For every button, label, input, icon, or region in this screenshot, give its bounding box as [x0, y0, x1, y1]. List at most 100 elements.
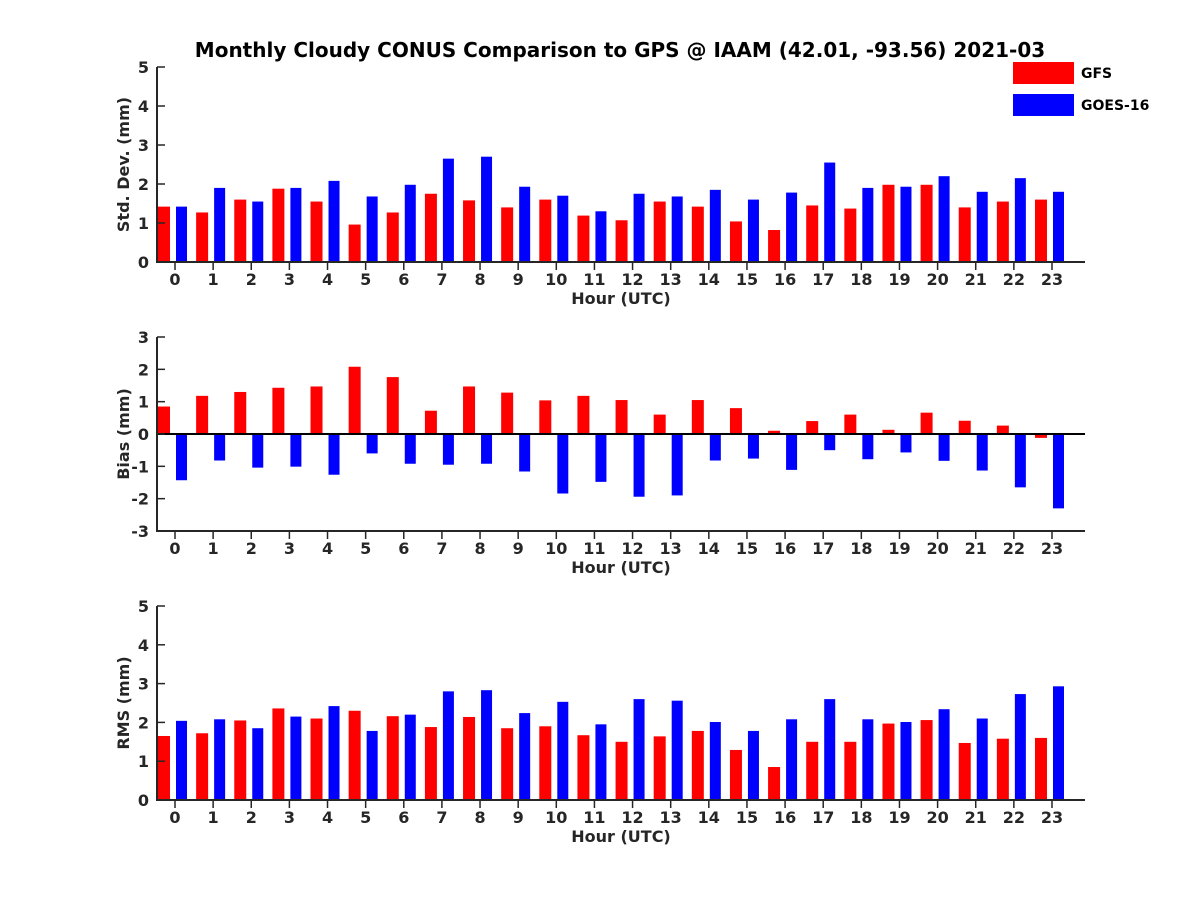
bar-goes-16-hour-12: [633, 193, 645, 262]
x-tick-label: 9: [513, 539, 524, 558]
y-tick-label: 0: [138, 791, 149, 810]
bar-goes-16-hour-10: [557, 701, 569, 800]
bar-goes-16-hour-10: [557, 195, 569, 262]
bar-gfs-hour-23: [1034, 434, 1047, 438]
bar-gfs-hour-19: [882, 429, 895, 434]
bar-goes-16-hour-14: [709, 434, 721, 461]
bar-gfs-hour-22: [996, 201, 1009, 262]
bar-gfs-hour-7: [424, 193, 437, 262]
bar-gfs-hour-7: [424, 410, 437, 434]
bar-gfs-hour-11: [577, 215, 590, 262]
bar-goes-16-hour-20: [938, 434, 950, 461]
x-tick-label: 2: [246, 808, 257, 827]
x-tick-label: 1: [208, 808, 219, 827]
y-tick-label: 5: [138, 597, 149, 616]
bar-gfs-hour-5: [348, 224, 361, 262]
bar-goes-16-hour-19: [900, 434, 912, 453]
bar-gfs-hour-8: [463, 386, 476, 434]
x-tick-label: 16: [774, 270, 796, 289]
bar-gfs-hour-2: [234, 199, 247, 262]
y-axis-label: Bias (mm): [114, 388, 133, 480]
bar-gfs-hour-2: [234, 720, 247, 800]
bar-goes-16-hour-2: [252, 434, 264, 468]
bar-goes-16-hour-18: [862, 187, 874, 262]
bar-gfs-hour-19: [882, 723, 895, 800]
x-tick-label: 16: [774, 539, 796, 558]
bar-gfs-hour-5: [348, 366, 361, 434]
x-tick-label: 13: [660, 539, 682, 558]
bar-gfs-hour-18: [844, 414, 857, 434]
bar-goes-16-hour-0: [176, 720, 187, 800]
bar-gfs-hour-8: [463, 200, 476, 262]
bar-goes-16-hour-1: [214, 719, 226, 800]
bar-gfs-hour-23: [1034, 737, 1047, 800]
x-tick-label: 21: [965, 270, 987, 289]
legend-label-goes-16: GOES-16: [1081, 98, 1149, 114]
chart-title: Monthly Cloudy CONUS Comparison to GPS @…: [195, 38, 1045, 62]
bar-gfs-hour-12: [615, 220, 628, 262]
bar-goes-16-hour-13: [671, 196, 683, 262]
bars-panel-3: [158, 686, 1064, 800]
x-tick-label: 0: [169, 539, 180, 558]
bar-goes-16-hour-18: [862, 434, 874, 460]
x-tick-label: 2: [246, 539, 257, 558]
bar-goes-16-hour-3: [290, 716, 302, 800]
bar-goes-16-hour-11: [595, 724, 607, 800]
bar-goes-16-hour-12: [633, 434, 645, 497]
x-tick-label: 10: [545, 808, 567, 827]
bar-gfs-hour-15: [729, 749, 742, 800]
bar-gfs-hour-4: [310, 201, 323, 262]
x-tick-label: 7: [436, 270, 447, 289]
x-tick-label: 9: [513, 808, 524, 827]
x-tick-label: 9: [513, 270, 524, 289]
bar-goes-16-hour-5: [366, 730, 378, 800]
bar-goes-16-hour-1: [214, 187, 226, 262]
bar-gfs-hour-11: [577, 735, 590, 800]
x-tick-label: 23: [1041, 808, 1063, 827]
bar-gfs-hour-23: [1034, 199, 1047, 262]
bar-goes-16-hour-6: [404, 714, 416, 800]
x-tick-label: 5: [360, 539, 371, 558]
bar-goes-16-hour-15: [747, 730, 759, 800]
bar-goes-16-hour-7: [442, 691, 454, 800]
x-tick-label: 3: [284, 270, 295, 289]
bar-goes-16-hour-9: [519, 713, 531, 800]
x-tick-label: 1: [208, 270, 219, 289]
bar-goes-16-hour-13: [671, 434, 683, 496]
legend-swatch-gfs: [1013, 62, 1074, 84]
bar-goes-16-hour-2: [252, 728, 264, 800]
bar-gfs-hour-2: [234, 391, 247, 434]
x-tick-label: 18: [850, 539, 872, 558]
x-tick-label: 17: [812, 539, 834, 558]
x-tick-label: 3: [284, 539, 295, 558]
bar-gfs-hour-13: [653, 201, 666, 262]
bar-gfs-hour-10: [539, 400, 552, 434]
bar-goes-16-hour-16: [786, 719, 798, 800]
x-tick-label: 16: [774, 808, 796, 827]
x-tick-label: 23: [1041, 270, 1063, 289]
y-axis-label: Std. Dev. (mm): [114, 97, 133, 232]
bar-goes-16-hour-21: [976, 434, 988, 471]
bar-gfs-hour-8: [463, 716, 476, 800]
bar-gfs-hour-17: [806, 421, 819, 434]
bar-gfs-hour-16: [768, 230, 781, 262]
x-tick-label: 19: [888, 270, 910, 289]
y-tick-label: 2: [138, 713, 149, 732]
x-tick-label: 15: [736, 539, 758, 558]
x-axis-label: Hour (UTC): [571, 558, 671, 577]
x-tick-label: 11: [583, 270, 605, 289]
bar-goes-16-hour-23: [1052, 686, 1064, 800]
y-tick-label: 1: [138, 752, 149, 771]
x-tick-label: 1: [208, 539, 219, 558]
x-tick-label: 14: [698, 808, 720, 827]
bar-goes-16-hour-19: [900, 722, 912, 800]
bar-goes-16-hour-14: [709, 722, 721, 800]
bar-gfs-hour-0: [158, 206, 170, 262]
bar-goes-16-hour-0: [176, 434, 187, 481]
x-tick-label: 10: [545, 539, 567, 558]
bar-goes-16-hour-17: [824, 162, 836, 262]
x-tick-label: 15: [736, 270, 758, 289]
bar-goes-16-hour-14: [709, 189, 721, 262]
